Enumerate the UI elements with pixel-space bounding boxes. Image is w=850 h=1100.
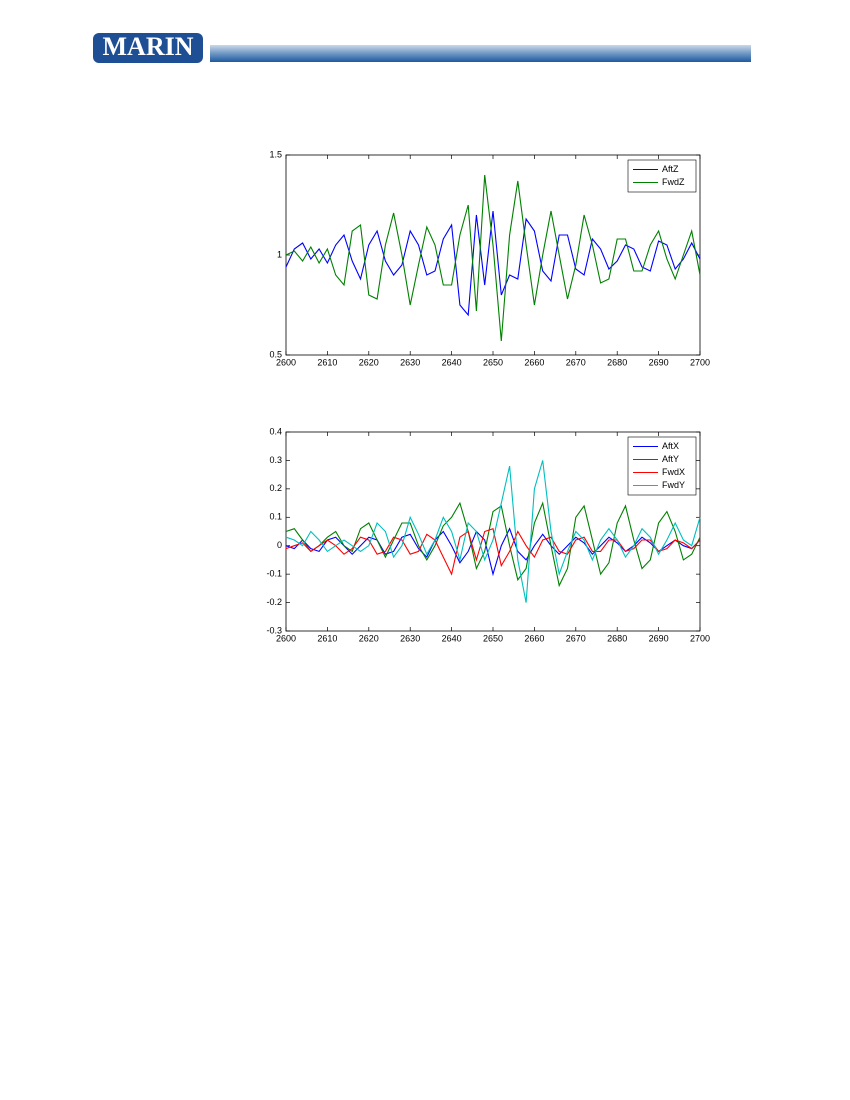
x-tick-label: 2630 <box>400 633 420 643</box>
y-tick-label: 0.5 <box>269 349 282 359</box>
y-tick-label: -0.1 <box>266 569 282 579</box>
y-tick-label: -0.2 <box>266 597 282 607</box>
x-tick-label: 2600 <box>276 633 296 643</box>
y-tick-label: 0.3 <box>269 455 282 465</box>
legend-label: FwdZ <box>662 177 685 187</box>
y-tick-label: 1.5 <box>269 149 282 159</box>
x-tick-label: 2670 <box>566 357 586 367</box>
legend-box <box>627 159 697 193</box>
y-tick-label: 1 <box>277 249 282 259</box>
y-tick-label: 0.4 <box>269 426 282 436</box>
y-tick-label: 0 <box>277 540 282 550</box>
x-tick-label: 2660 <box>524 357 544 367</box>
x-tick-label: 2610 <box>317 633 337 643</box>
x-tick-label: 2660 <box>524 633 544 643</box>
series-line <box>285 210 701 317</box>
legend-label: AftZ <box>662 164 679 174</box>
x-tick-label: 2680 <box>607 633 627 643</box>
x-tick-label: 2640 <box>442 633 462 643</box>
x-tick-label: 2640 <box>442 357 462 367</box>
x-tick-label: 2620 <box>359 633 379 643</box>
series-line <box>285 460 701 603</box>
y-tick-label: 0.1 <box>269 512 282 522</box>
header-bar <box>210 45 751 62</box>
x-tick-label: 2690 <box>649 357 669 367</box>
legend-label: AftX <box>662 441 679 451</box>
x-tick-label: 2600 <box>276 357 296 367</box>
x-tick-label: 2630 <box>400 357 420 367</box>
x-tick-label: 2620 <box>359 357 379 367</box>
legend-label: FwdX <box>662 467 685 477</box>
x-tick-label: 2680 <box>607 357 627 367</box>
x-tick-label: 2700 <box>690 633 710 643</box>
x-tick-label: 2610 <box>317 357 337 367</box>
logo-box <box>93 33 203 63</box>
y-tick-label: 0.2 <box>269 483 282 493</box>
legend-label: AftY <box>662 454 679 464</box>
y-tick-label: -0.3 <box>266 625 282 635</box>
series-line <box>285 527 701 577</box>
x-tick-label: 2650 <box>483 357 503 367</box>
x-tick-label: 2650 <box>483 633 503 643</box>
x-tick-label: 2690 <box>649 633 669 643</box>
series-line <box>285 174 701 342</box>
logo: MARIN <box>103 32 194 61</box>
series-line <box>285 501 701 588</box>
x-tick-label: 2670 <box>566 633 586 643</box>
legend-label: FwdY <box>662 480 685 490</box>
x-tick-label: 2700 <box>690 357 710 367</box>
